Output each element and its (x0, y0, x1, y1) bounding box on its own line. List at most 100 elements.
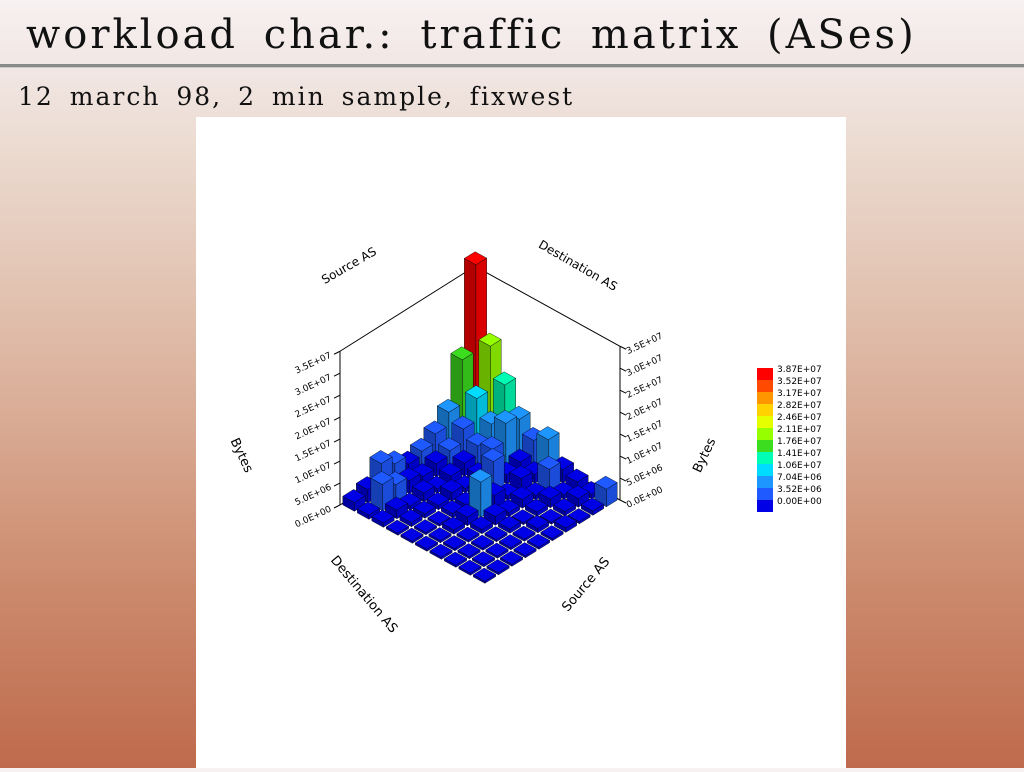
bar-top-face (511, 509, 535, 523)
bar-top-face (442, 535, 467, 549)
bar-top-face (385, 519, 410, 534)
bar (399, 509, 423, 528)
z-axis-title: Bytes (227, 436, 256, 476)
colorbar-label: 1.41E+07 (777, 449, 822, 459)
bar (540, 525, 564, 542)
bar (443, 551, 468, 568)
bar-top-face (451, 415, 475, 430)
colorbar-label: 2.46E+07 (777, 413, 822, 423)
slide-subtitle: 12 march 98, 2 min sample, fixwest (18, 82, 575, 111)
bar-top-face (507, 405, 531, 420)
bar-top-face (463, 251, 488, 266)
z-tick (333, 438, 341, 443)
bar-top-face (426, 492, 450, 506)
colorbar-label: 2.11E+07 (777, 425, 822, 435)
colorbar-label: 0.00E+00 (777, 497, 822, 507)
bar-top-face (580, 497, 605, 512)
bar-top-face (472, 567, 497, 582)
bar (485, 542, 509, 559)
bar (484, 526, 508, 543)
bar (441, 516, 466, 535)
colorbar-label: 7.04E+06 (777, 473, 822, 483)
bar-top-face (427, 510, 451, 525)
bar-top-face (439, 479, 464, 493)
colorbar-swatch (757, 440, 773, 452)
z-tick (619, 367, 627, 372)
z-tick (619, 345, 627, 350)
bar-top-face (452, 449, 476, 464)
bar (471, 551, 496, 568)
bar-top-face (524, 498, 549, 513)
z-tick-label: 0.0E+00 (294, 505, 334, 531)
bar-top-face (510, 486, 534, 500)
colorbar-swatch (757, 404, 773, 416)
bar-top-face (468, 468, 493, 483)
bar-top-face (470, 534, 495, 549)
bar-top-face (484, 526, 508, 540)
bar (342, 489, 366, 512)
colorbar-swatch (757, 500, 773, 512)
colorbar-swatch (757, 392, 773, 404)
bar-top-face (411, 479, 436, 494)
bar-top-face (436, 398, 461, 413)
z-tick (333, 460, 341, 465)
bar-top-face (478, 332, 502, 347)
bar-top-face (537, 455, 561, 470)
bar-top-face (594, 475, 618, 490)
colorbar-label: 2.82E+07 (777, 401, 822, 411)
bar-top-face (342, 489, 366, 503)
bar-top-face (512, 525, 536, 540)
bar-top-face (485, 542, 509, 557)
colorbar-label: 1.06E+07 (777, 461, 822, 471)
bar (414, 535, 439, 552)
source-axis-title: Source AS (319, 244, 379, 287)
bar (455, 503, 479, 527)
destination-axis-title: Destination AS (536, 237, 620, 293)
bar-top-face (371, 509, 395, 524)
bar (371, 509, 395, 528)
bar-top-face (525, 515, 550, 529)
z-tick (619, 455, 627, 460)
axis-frame (339, 265, 476, 352)
bar-top-face (369, 450, 393, 464)
bar-top-face (428, 527, 452, 541)
bar-top-face (398, 492, 422, 507)
bar-top-face (450, 346, 474, 361)
bar (469, 516, 494, 535)
bar (457, 543, 481, 560)
bar-top-face (539, 508, 563, 523)
traffic-matrix-plot: 0.0E+000.0E+005.0E+065.0E+061.0E+071.0E+… (227, 237, 822, 636)
z-tick (619, 499, 627, 504)
bar-top-face (397, 467, 421, 481)
bar (580, 497, 605, 516)
bar (456, 526, 480, 543)
colorbar-label: 3.52E+07 (777, 377, 822, 387)
bar (400, 527, 424, 544)
bar (472, 567, 497, 584)
bar (552, 498, 577, 517)
bar-top-face (438, 462, 463, 477)
colorbar-swatch (757, 380, 773, 392)
bar (537, 455, 561, 492)
bar (470, 534, 495, 551)
axis-frame (474, 265, 621, 347)
bar-top-face (423, 420, 447, 435)
colorbar-label: 3.52E+06 (777, 485, 822, 495)
bar (526, 533, 551, 550)
bar-top-face (565, 468, 589, 483)
bar-top-face (384, 496, 409, 511)
z-axis-title: Bytes (690, 436, 719, 476)
z-tick (619, 433, 627, 438)
bar (413, 519, 438, 536)
colorbar-label: 3.87E+07 (777, 365, 822, 375)
z-tick (619, 389, 627, 394)
colorbar-swatch (757, 464, 773, 476)
colorbar-label: 1.76E+07 (777, 437, 822, 447)
destination-axis-title: Destination AS (327, 553, 400, 636)
bar (483, 503, 507, 526)
bar-top-face (553, 514, 578, 529)
bar-top-face (400, 527, 424, 542)
bar-top-face (497, 515, 522, 530)
bar (512, 525, 536, 542)
